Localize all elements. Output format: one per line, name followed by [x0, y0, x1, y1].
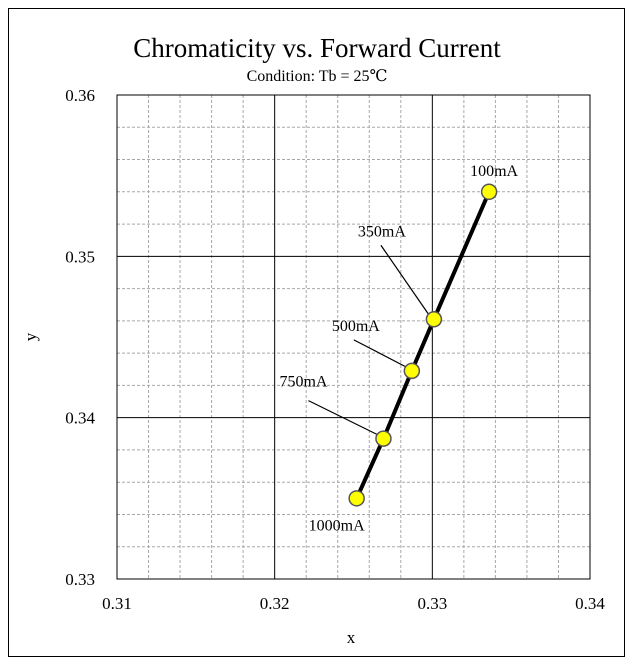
chart-frame — [8, 8, 625, 657]
leader-line — [308, 400, 380, 437]
y-tick-label: 0.34 — [65, 409, 95, 428]
tick-labels: 0.31 0.32 0.33 0.34 0.33 0.34 0.35 0.36 — [65, 86, 605, 613]
data-label: 100mA — [470, 163, 518, 180]
leader-line — [353, 339, 409, 369]
data-label: 350mA — [358, 223, 406, 240]
y-tick-label: 0.35 — [65, 247, 95, 266]
y-tick-label: 0.36 — [65, 86, 95, 105]
plot-area-border — [116, 94, 591, 580]
chart-subtitle: Condition: Tb = 25℃ — [247, 68, 388, 85]
x-tick-label: 0.33 — [417, 594, 447, 613]
data-label: 1000mA — [309, 517, 365, 534]
data-label: 500mA — [332, 318, 380, 335]
data-label: 750mA — [279, 374, 327, 391]
leader-lines — [308, 244, 431, 437]
data-point — [375, 430, 392, 447]
leader-line — [380, 244, 431, 317]
point-labels: 1000mA 750mA 500mA 350mA 100mA — [279, 163, 518, 535]
x-tick-label: 0.31 — [102, 594, 132, 613]
grid — [116, 94, 591, 580]
data-point — [348, 490, 365, 507]
data-point — [480, 183, 498, 201]
x-tick-label: 0.32 — [260, 594, 290, 613]
x-axis-label: x — [347, 628, 356, 647]
y-axis-label: y — [21, 332, 40, 341]
x-tick-label: 0.34 — [575, 594, 605, 613]
data-point — [403, 362, 421, 380]
series — [348, 183, 498, 507]
data-point — [425, 311, 443, 328]
y-tick-label: 0.33 — [65, 570, 95, 589]
chart-title: Chromaticity vs. Forward Current — [133, 33, 501, 63]
